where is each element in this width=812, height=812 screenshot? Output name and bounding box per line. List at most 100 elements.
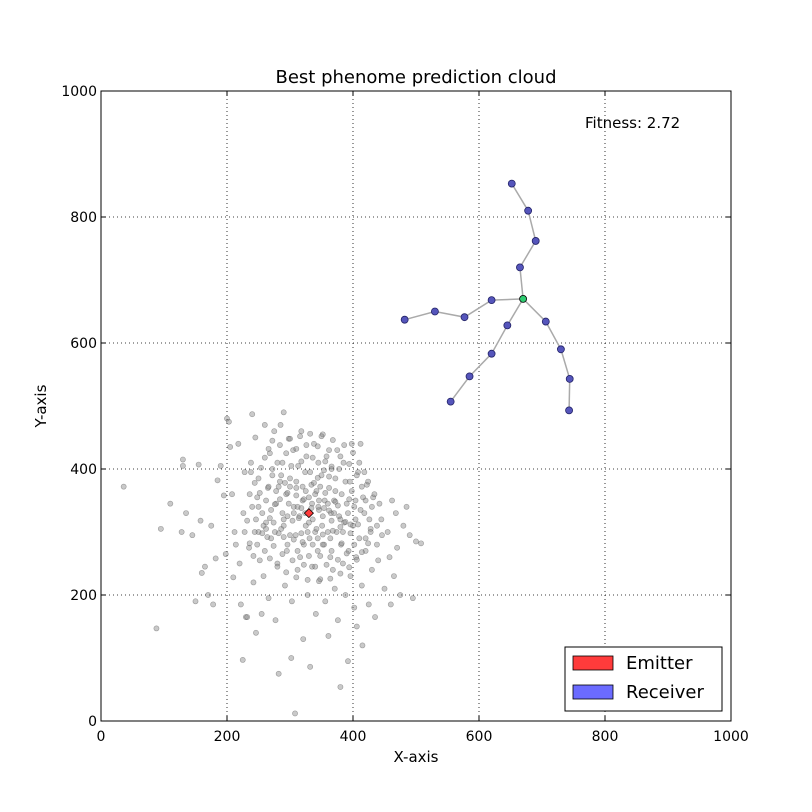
- receiver-point: [465, 372, 474, 381]
- cloud-point: [318, 433, 325, 440]
- cloud-point: [397, 592, 404, 598]
- cloud-point: [332, 488, 339, 494]
- plot-frame: [100, 90, 732, 722]
- cloud-point: [371, 491, 378, 498]
- cloud-point: [299, 539, 306, 545]
- cloud-point: [347, 530, 354, 537]
- cloud-point: [331, 497, 337, 504]
- cloud-point: [263, 497, 269, 504]
- cloud-point: [309, 454, 316, 461]
- cloud-point: [250, 553, 257, 559]
- cloud-point: [307, 663, 314, 670]
- cloud-point: [269, 472, 276, 479]
- cloud-point: [236, 560, 243, 567]
- cloud-point: [352, 497, 359, 504]
- cloud-point: [341, 519, 348, 526]
- cloud-point: [297, 433, 303, 440]
- cloud-point: [314, 535, 321, 542]
- cloud-point: [256, 557, 263, 564]
- cloud-point: [195, 461, 202, 468]
- cloud-point: [272, 617, 279, 624]
- receiver-point: [541, 317, 550, 326]
- cloud-point: [254, 541, 261, 548]
- cloud-point: [362, 535, 369, 542]
- cloud-point: [370, 494, 377, 501]
- cloud-point: [225, 418, 232, 425]
- cloud-point: [290, 536, 297, 543]
- cloud-point: [311, 440, 317, 447]
- cloud-point: [391, 573, 397, 579]
- cloud-point: [358, 549, 365, 556]
- cloud-point: [338, 540, 345, 547]
- cloud-point: [360, 494, 366, 501]
- cloud-point: [298, 530, 305, 537]
- cloud-point: [361, 510, 368, 516]
- cloud-point: [323, 561, 330, 568]
- cloud-point: [241, 529, 248, 535]
- cloud-point: [306, 535, 313, 542]
- cloud-point: [300, 636, 307, 642]
- cloud-point: [279, 459, 286, 466]
- cloud-point: [340, 560, 346, 567]
- cloud-point: [300, 541, 307, 548]
- cloud-point: [279, 510, 286, 516]
- cloud-point: [347, 573, 354, 579]
- cloud-point: [293, 574, 300, 581]
- receiver-point: [524, 206, 533, 215]
- cloud-point: [409, 595, 416, 602]
- receiver-point: [487, 349, 496, 358]
- cloud-point: [356, 535, 363, 542]
- cloud-point: [332, 498, 339, 505]
- cloud-point: [362, 497, 369, 504]
- cloud-point: [342, 478, 349, 485]
- receiver-point: [557, 345, 565, 354]
- cloud-point: [284, 490, 291, 496]
- cloud-point: [358, 582, 365, 589]
- cloud-point: [192, 598, 199, 605]
- cloud-point: [312, 563, 319, 570]
- cloud-point: [317, 576, 324, 583]
- x-axis-title: X-axis: [394, 748, 439, 766]
- cloud-point: [252, 434, 259, 441]
- cloud-point: [318, 472, 325, 479]
- cloud-point: [365, 478, 372, 485]
- cloud-point: [198, 570, 205, 576]
- cloud-point: [322, 490, 329, 496]
- cloud-point: [270, 542, 277, 549]
- cloud-point: [368, 503, 375, 510]
- cloud-point: [327, 575, 334, 582]
- x-tick-label: 800: [592, 729, 619, 745]
- legend-label-receiver: Receiver: [626, 682, 704, 703]
- cloud-point: [230, 574, 237, 581]
- cloud-point: [365, 601, 372, 608]
- cloud-point: [179, 462, 186, 469]
- receiver-point: [565, 375, 574, 383]
- cloud-point: [265, 484, 271, 491]
- cloud-point: [197, 517, 204, 524]
- cloud-point: [263, 519, 269, 526]
- cloud-point: [328, 463, 335, 470]
- cloud-point: [317, 553, 324, 559]
- cloud-point: [240, 510, 247, 516]
- cloud-point: [271, 529, 278, 535]
- cloud-point: [356, 459, 363, 466]
- cloud-point: [285, 435, 292, 442]
- cloud-point: [350, 449, 356, 456]
- cloud-point: [258, 464, 264, 471]
- receiver-point: [460, 313, 469, 322]
- cloud-point: [275, 483, 282, 490]
- cloud-point: [300, 496, 307, 503]
- cloud-point: [290, 447, 297, 453]
- cloud-point: [241, 469, 248, 476]
- cloud-point: [307, 430, 314, 437]
- cloud-point: [358, 483, 365, 490]
- cloud-point: [305, 519, 312, 526]
- cloud-point: [232, 541, 239, 548]
- cloud-point: [120, 483, 127, 490]
- cloud-point: [367, 525, 374, 532]
- receiver-point: [503, 321, 512, 330]
- receiver-point: [400, 315, 409, 324]
- cloud-point: [298, 428, 305, 435]
- cloud-point: [293, 445, 300, 452]
- cloud-point: [350, 522, 356, 529]
